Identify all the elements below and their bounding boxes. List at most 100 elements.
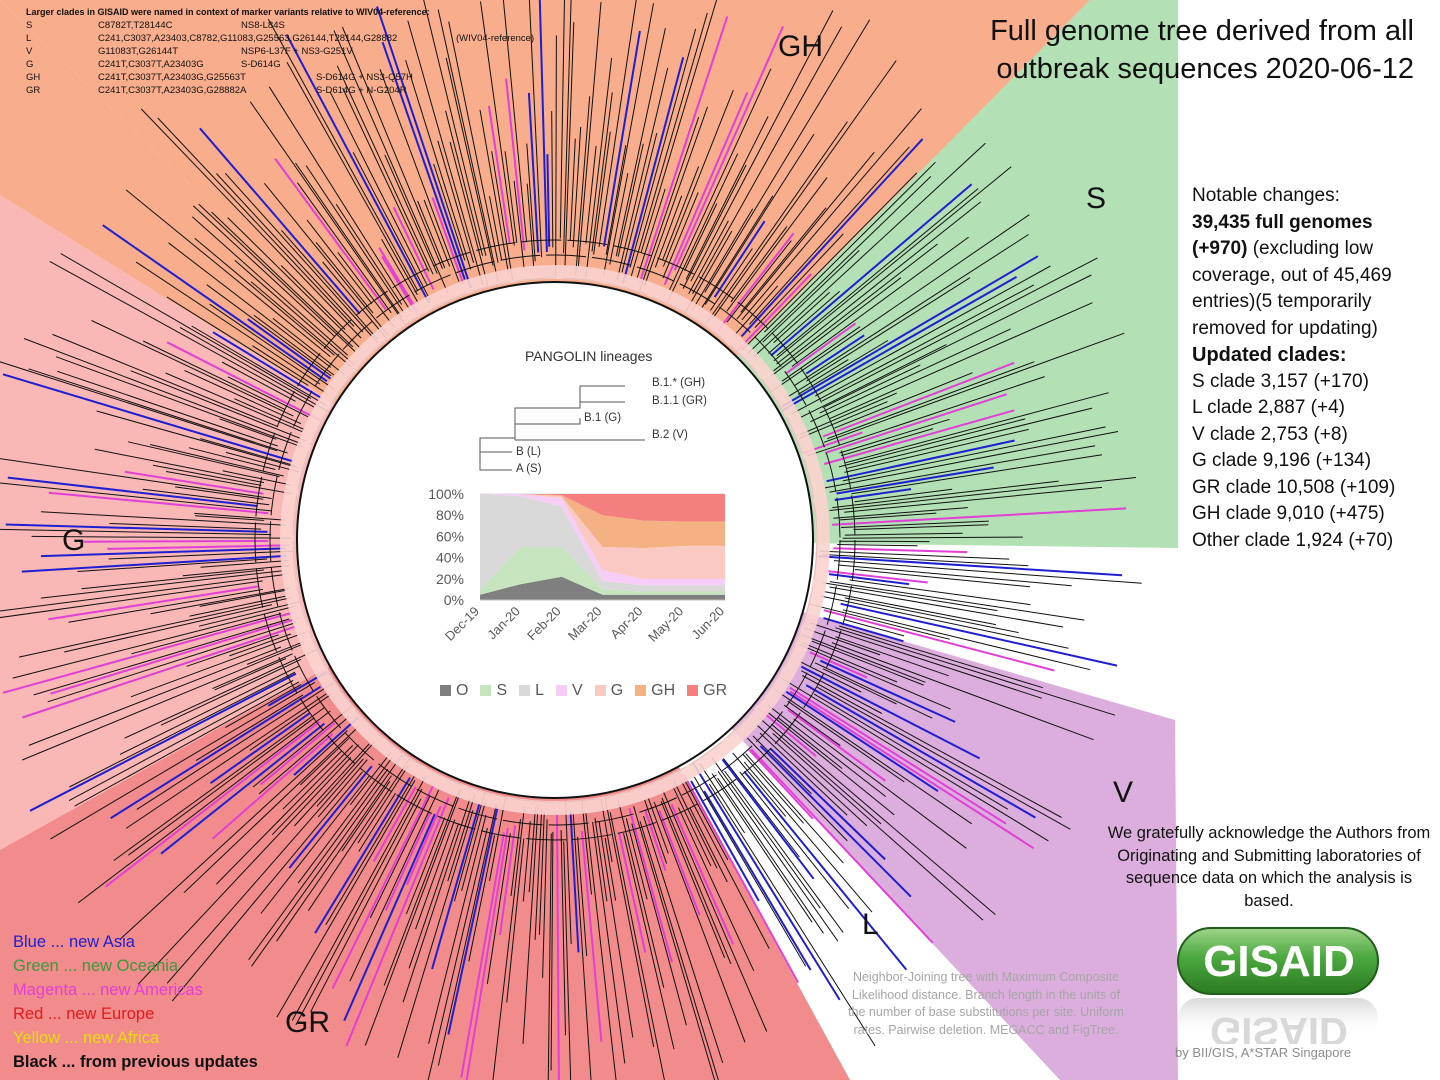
tree-branch bbox=[662, 192, 699, 279]
tree-branch bbox=[542, 819, 548, 978]
tree-branch bbox=[408, 823, 459, 969]
tree-branch bbox=[392, 206, 435, 290]
tree-branch bbox=[705, 121, 848, 325]
tree-branch bbox=[314, 777, 411, 934]
tree-branch bbox=[842, 536, 1023, 539]
lineage-b1-star: B.1.* (GH) bbox=[652, 377, 706, 389]
x-tick-label: Jun-20 bbox=[688, 604, 727, 643]
tree-branch bbox=[110, 685, 322, 820]
tree-branch bbox=[50, 616, 301, 695]
tree-branch bbox=[547, 833, 552, 1080]
tree-branch bbox=[691, 208, 754, 311]
tree-branch bbox=[506, 838, 525, 1003]
tree-branch bbox=[222, 470, 292, 486]
tree-branch bbox=[776, 188, 979, 357]
legend-label: L bbox=[535, 682, 545, 699]
tree-branch bbox=[809, 622, 1043, 699]
tree-branch bbox=[633, 805, 716, 1080]
tree-branch bbox=[822, 668, 897, 705]
tree-branch bbox=[565, 801, 572, 944]
clade-label-v: V bbox=[1113, 776, 1134, 809]
tree-branch bbox=[771, 277, 902, 377]
tree-branch bbox=[199, 127, 361, 315]
tree-branch bbox=[846, 407, 1093, 469]
tree-branch bbox=[199, 589, 287, 607]
tree-branch bbox=[77, 558, 268, 572]
tree-branch bbox=[617, 143, 644, 257]
tree-branch bbox=[40, 547, 286, 558]
tree-branch bbox=[21, 554, 287, 573]
tree-branch bbox=[428, 814, 487, 1044]
tree-branch bbox=[663, 92, 749, 285]
tree-branch bbox=[486, 833, 511, 985]
reference-protein: NS8-L84S bbox=[241, 20, 285, 31]
tree-branch bbox=[640, 0, 718, 253]
tree-branch bbox=[824, 393, 1008, 454]
tree-branch bbox=[307, 758, 410, 911]
tree-branch bbox=[805, 684, 1036, 819]
tree-branch bbox=[753, 142, 986, 358]
tree-branch bbox=[224, 172, 378, 343]
legend-swatch bbox=[556, 685, 568, 696]
tree-branch bbox=[221, 361, 296, 402]
tree-branch bbox=[794, 234, 1029, 386]
area-series-l bbox=[480, 494, 725, 592]
y-tick-label: 60% bbox=[436, 528, 464, 544]
tree-branch bbox=[431, 803, 481, 970]
tree-branch bbox=[94, 448, 265, 484]
tree-branch bbox=[214, 658, 287, 691]
tree-branch bbox=[234, 260, 355, 365]
tree-branch bbox=[271, 744, 359, 836]
tree-branch bbox=[623, 833, 675, 1050]
tree-branch bbox=[839, 625, 1043, 689]
tree-branch bbox=[124, 649, 317, 739]
tree-branch bbox=[184, 369, 302, 425]
tree-branch bbox=[743, 770, 908, 971]
tree-branch bbox=[797, 340, 889, 395]
tree-branch bbox=[594, 818, 608, 902]
tree-branch bbox=[142, 340, 285, 410]
legend-label: GH bbox=[651, 682, 676, 699]
acknowledgement-text: We gratefully acknowledge the Authors fr… bbox=[1107, 824, 1431, 910]
tree-branch bbox=[854, 569, 1031, 588]
tree-branch bbox=[437, 140, 475, 263]
tree-branch bbox=[437, 803, 497, 1066]
tree-branch bbox=[315, 241, 374, 314]
tree-branch bbox=[402, 799, 471, 1003]
tree-branch bbox=[819, 550, 1010, 560]
tree-branch bbox=[837, 564, 1072, 587]
tree-branch bbox=[711, 773, 813, 923]
tree-branch bbox=[598, 0, 637, 247]
tree-branch bbox=[175, 486, 264, 500]
tree-branch bbox=[851, 454, 1103, 495]
tree-branch bbox=[723, 758, 800, 858]
tree-branch bbox=[276, 780, 416, 1018]
tree-branch bbox=[502, 0, 528, 243]
tree-branch bbox=[815, 265, 1051, 397]
legend-label: GR bbox=[703, 682, 728, 699]
tree-branch bbox=[786, 359, 849, 399]
tree-branch bbox=[135, 261, 321, 385]
tree-branch bbox=[527, 92, 540, 253]
inner-ring bbox=[280, 265, 830, 815]
tree-branch bbox=[227, 376, 309, 418]
tree-branch bbox=[834, 488, 912, 501]
tree-branch bbox=[130, 631, 306, 698]
tree-branch bbox=[179, 326, 328, 412]
tree-branch bbox=[225, 451, 299, 473]
tree-branch bbox=[715, 232, 795, 334]
tree-branch bbox=[677, 807, 755, 971]
tree-branch bbox=[598, 821, 634, 1038]
tree-branch bbox=[670, 803, 735, 945]
tree-branch bbox=[732, 752, 787, 817]
tree-branch bbox=[160, 722, 326, 855]
tree-branch bbox=[712, 60, 897, 318]
tree-branch bbox=[288, 765, 373, 869]
tree-branch bbox=[479, 109, 509, 274]
tree-branch bbox=[617, 797, 665, 988]
tree-branch bbox=[759, 732, 848, 816]
tree-branch bbox=[770, 183, 973, 357]
tree-branch bbox=[739, 771, 850, 909]
tree-branch bbox=[831, 642, 1094, 741]
tree-branch bbox=[771, 723, 996, 915]
